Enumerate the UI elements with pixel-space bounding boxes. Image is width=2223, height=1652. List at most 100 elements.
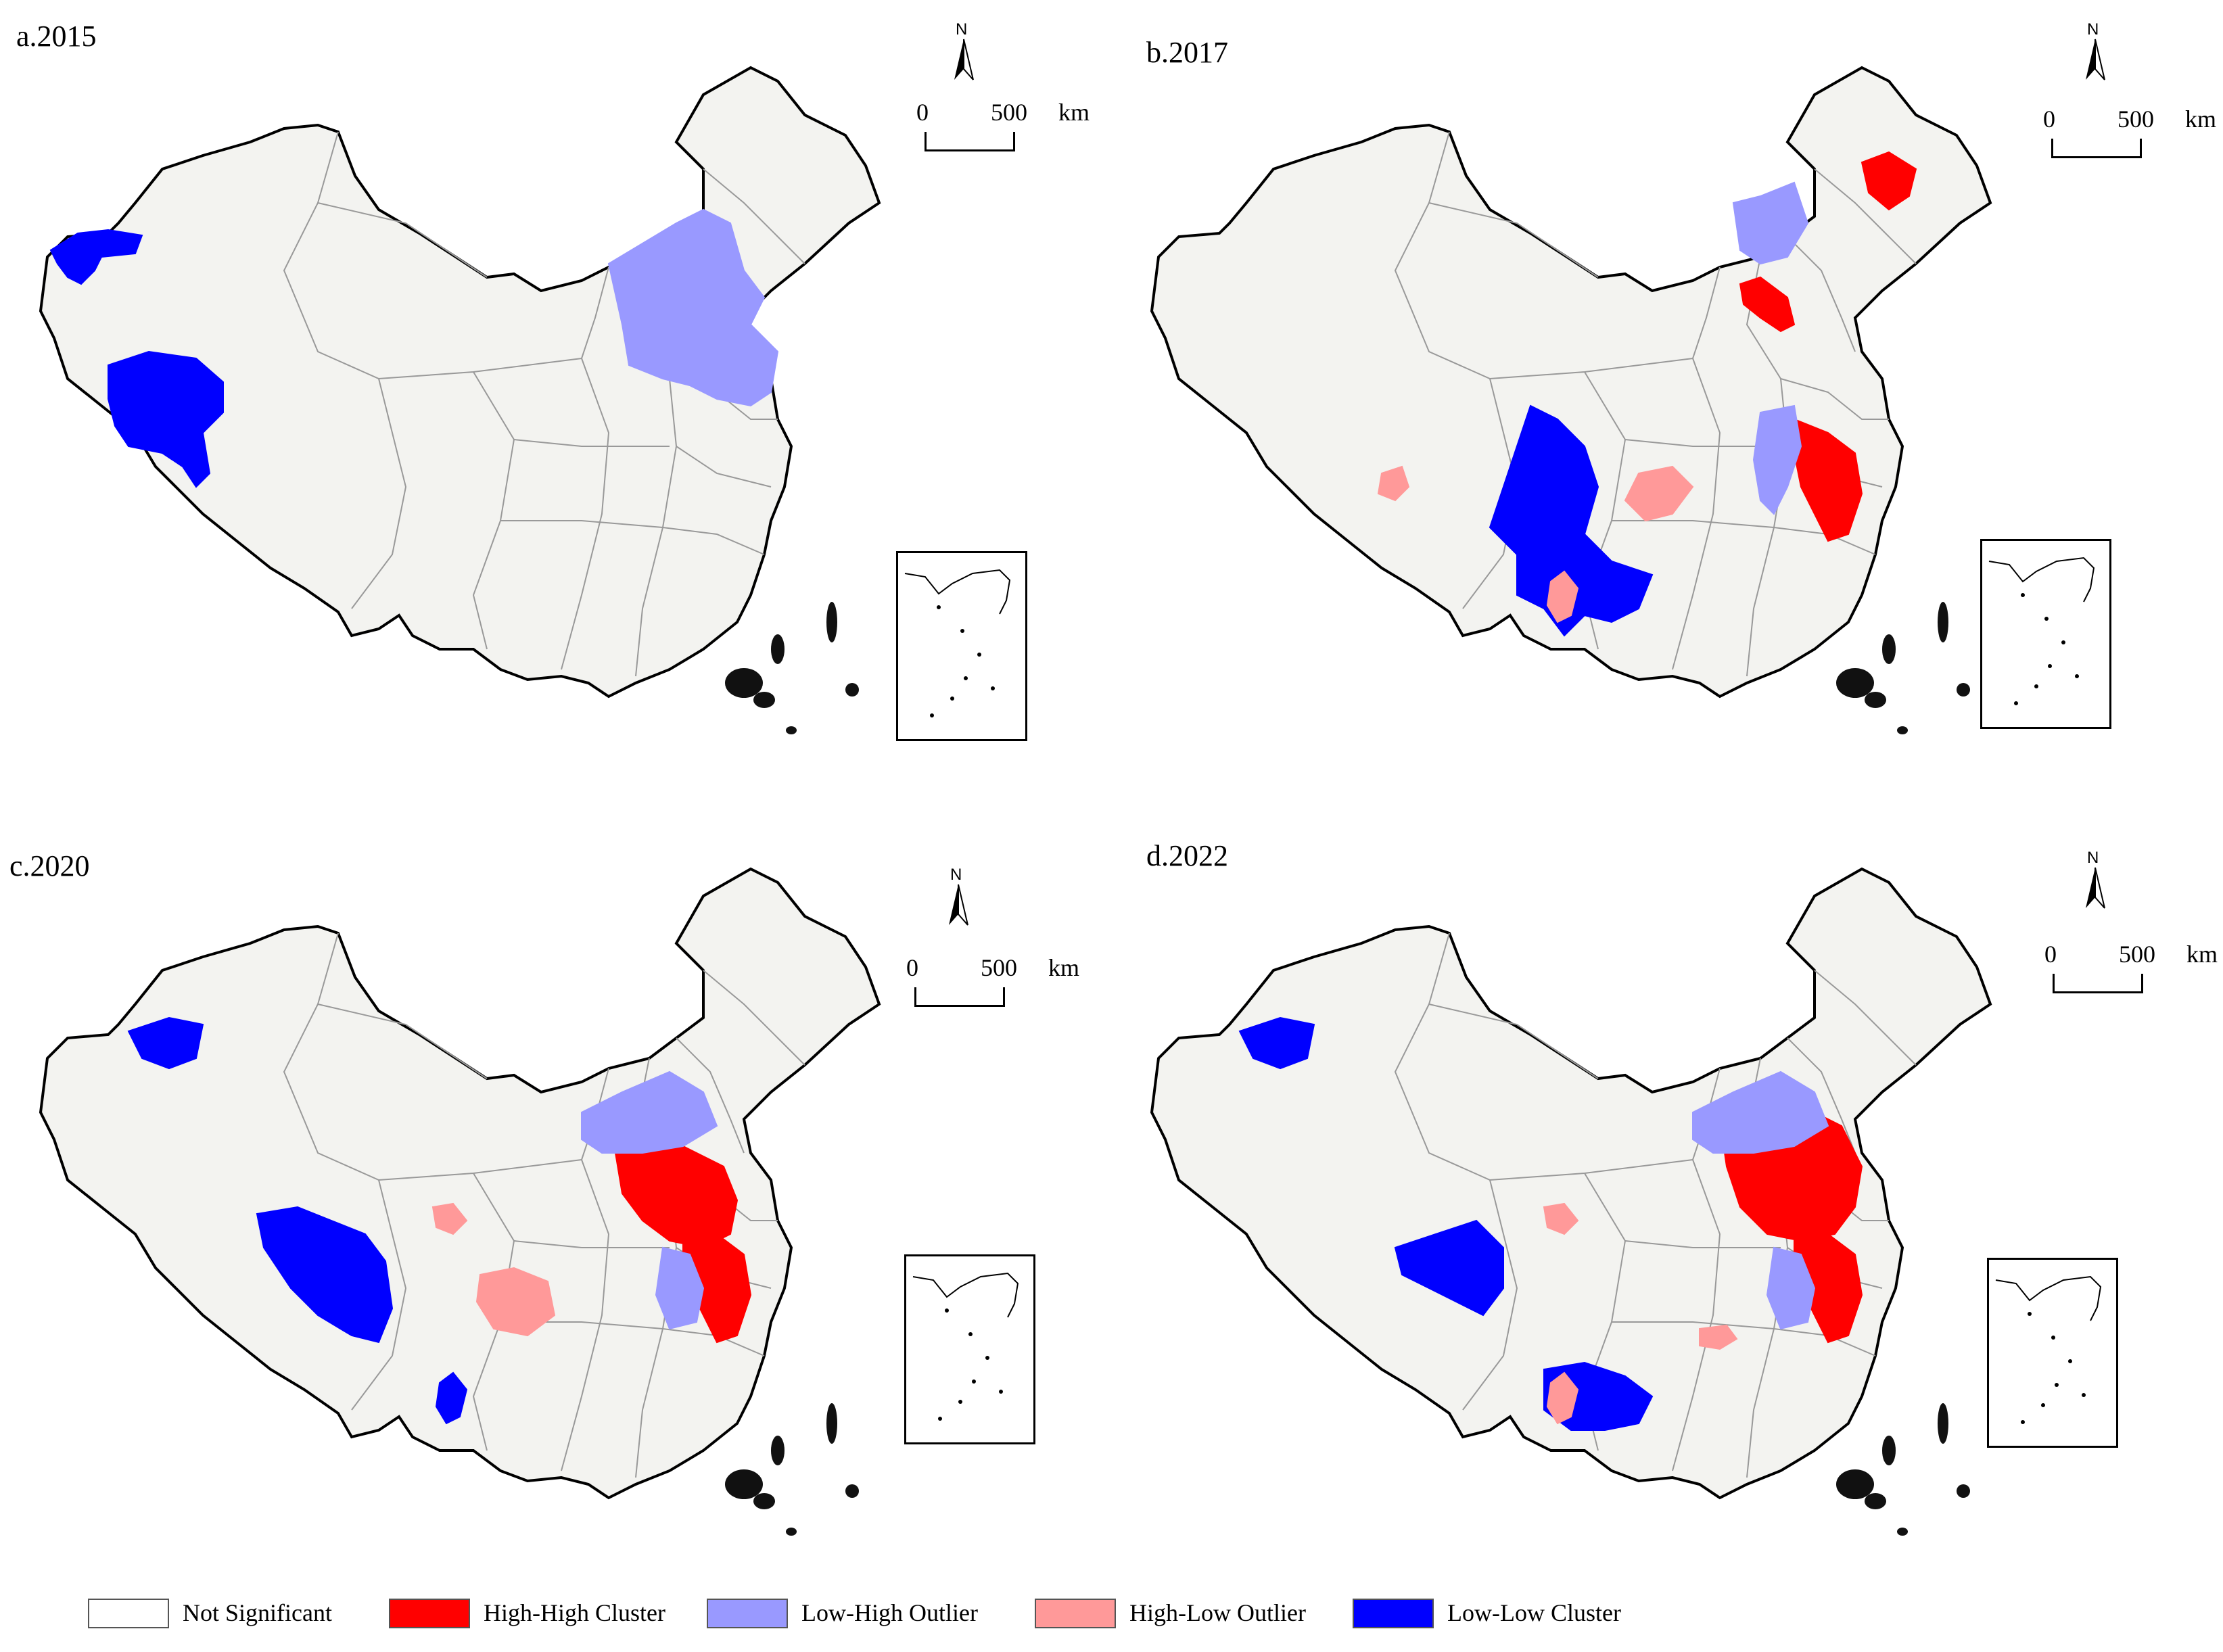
- cluster-region-high-low: [1377, 465, 1410, 502]
- cluster-region-low-high: [581, 1070, 718, 1154]
- cluster-region-high-low: [1546, 570, 1579, 623]
- province-boundary: [317, 1004, 488, 1079]
- scale-zero: 0: [2044, 941, 2057, 968]
- scale-distance: 500: [981, 954, 1017, 981]
- north-label: N: [950, 866, 962, 884]
- scale-bar-line: [2053, 974, 2143, 993]
- cluster-region-low-low: [1489, 404, 1654, 637]
- island-shape: [1865, 692, 1886, 708]
- cluster-region-high-low: [1543, 1202, 1579, 1235]
- province-boundary: [703, 168, 805, 264]
- province-boundary: [561, 358, 610, 670]
- scale-bar: 0 500 km: [916, 98, 1119, 172]
- cluster-region-low-high: [607, 208, 779, 407]
- scale-bar: 0 500 km: [906, 953, 1109, 1028]
- island-shape: [753, 1493, 775, 1509]
- scale-unit: km: [2185, 105, 2217, 133]
- island-shape: [725, 1469, 763, 1499]
- province-boundary: [1624, 439, 1781, 447]
- island-shape: [771, 1436, 785, 1465]
- legend-label: High-Low Outlier: [1129, 1599, 1306, 1626]
- cluster-region-low-high: [1752, 404, 1802, 515]
- scale-distance: 500: [991, 99, 1027, 126]
- legend-swatch: [389, 1599, 470, 1628]
- island-shape: [1882, 634, 1896, 664]
- cluster-region-high-low: [1624, 465, 1694, 522]
- china-map: [1150, 66, 1992, 734]
- island-shape: [1938, 602, 1948, 642]
- island-shape: [845, 683, 859, 697]
- scale-distance: 500: [2117, 105, 2154, 133]
- south-china-sea-inset: [1987, 1258, 2118, 1448]
- cluster-region-low-low: [256, 1206, 394, 1344]
- north-arrow-icon: N: [938, 866, 979, 940]
- panel-title: d.2022: [1146, 839, 1228, 872]
- scale-unit: km: [2186, 941, 2218, 968]
- inset-map: [1995, 1275, 2102, 1424]
- china-map: [39, 867, 881, 1536]
- panel-title: b.2017: [1146, 36, 1228, 69]
- island-shape: [1897, 1528, 1908, 1536]
- legend-label: Low-Low Cluster: [1447, 1599, 1621, 1626]
- north-arrow-shape: [949, 884, 968, 926]
- province-boundary: [1814, 168, 1917, 264]
- scale-bar-line: [925, 132, 1015, 151]
- province-boundary: [1672, 358, 1721, 670]
- north-arrow-icon: N: [943, 20, 984, 95]
- province-boundary: [1428, 202, 1599, 278]
- legend-label: Low-High Outlier: [801, 1599, 978, 1626]
- cluster-region-low-low: [1394, 1219, 1504, 1317]
- cluster-region-high-low: [431, 1202, 468, 1235]
- province-boundary: [703, 970, 805, 1066]
- legend-swatch: [1353, 1599, 1434, 1628]
- island-shape: [826, 602, 837, 642]
- island-shape: [845, 1484, 859, 1498]
- island-shape: [753, 692, 775, 708]
- island-shape: [826, 1403, 837, 1444]
- south-china-sea-inset: [896, 551, 1027, 741]
- scale-zero: 0: [2043, 105, 2055, 133]
- cluster-region-high-high: [1861, 151, 1917, 211]
- cluster-region-low-low: [435, 1371, 468, 1425]
- china-map: [1150, 867, 1992, 1536]
- china-map: [39, 66, 881, 734]
- province-boundary: [513, 1240, 670, 1248]
- island-shape: [1957, 683, 1970, 697]
- province-boundary: [1692, 266, 1721, 359]
- legend-swatch: [707, 1599, 788, 1628]
- scale-bar: 0 500 km: [2044, 940, 2223, 1014]
- island-shape: [1938, 1403, 1948, 1444]
- north-arrow-shape: [2086, 39, 2105, 80]
- inset-map: [904, 569, 1011, 717]
- north-label: N: [956, 20, 968, 39]
- province-boundary: [317, 202, 488, 278]
- province-boundary: [1787, 236, 1856, 352]
- north-label: N: [2087, 20, 2099, 39]
- province-boundary: [561, 1159, 610, 1471]
- cluster-region-low-high: [655, 1246, 705, 1330]
- china-outline: [39, 867, 881, 1500]
- province-boundary: [500, 520, 663, 528]
- island-shape: [1865, 1493, 1886, 1509]
- island-shape: [725, 668, 763, 698]
- north-arrow-shape: [954, 39, 974, 80]
- scale-bar-line: [914, 987, 1005, 1007]
- scale-bar: 0 500 km: [2043, 105, 2223, 179]
- legend-label: Not Significant: [183, 1599, 332, 1626]
- island-shape: [1836, 1469, 1874, 1499]
- cluster-region-high-low: [1546, 1371, 1579, 1425]
- panel-title: c.2020: [9, 849, 90, 882]
- north-arrow-shape: [2086, 867, 2105, 909]
- cluster-region-low-low: [127, 1016, 204, 1070]
- island-shape: [786, 1528, 797, 1536]
- province-boundary: [1814, 970, 1917, 1066]
- inset-map: [1988, 557, 2095, 705]
- china-outline: [1150, 867, 1992, 1500]
- south-china-sea-inset: [904, 1254, 1035, 1444]
- cluster-region-high-low: [1699, 1324, 1738, 1350]
- province-boundary: [1672, 1159, 1721, 1471]
- legend-swatch: [1035, 1599, 1116, 1628]
- cluster-region-low-high: [1766, 1246, 1816, 1330]
- map-panel-2022: d.2022 N 0 500 km: [1111, 801, 2222, 1626]
